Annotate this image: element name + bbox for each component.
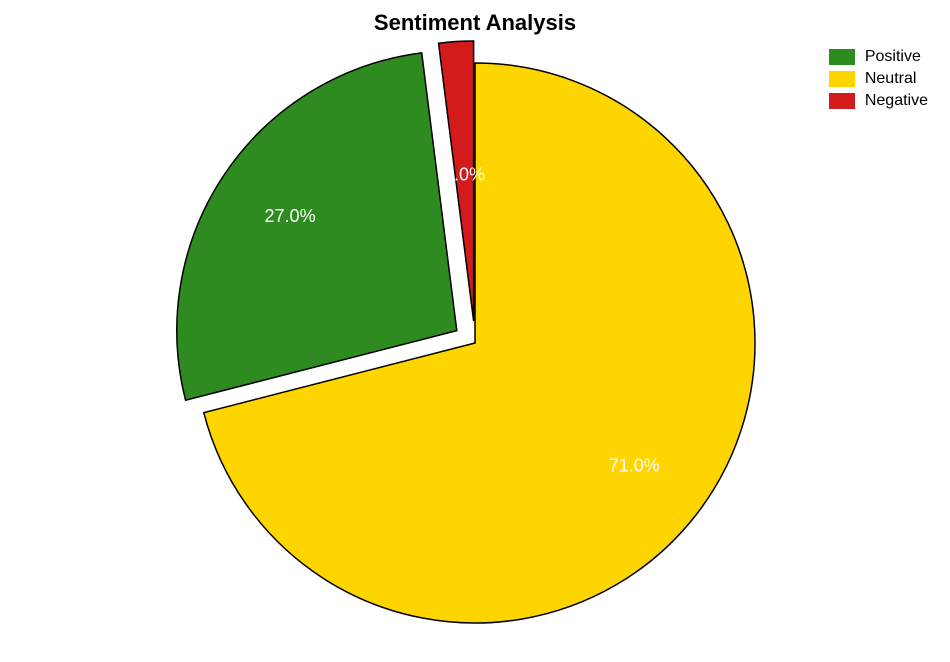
legend-label: Negative [865,92,928,110]
legend-label: Neutral [865,70,917,88]
legend-item-neutral: Neutral [829,70,928,88]
legend-item-positive: Positive [829,48,928,66]
legend-label: Positive [865,48,921,66]
pie-label-negative: 2.0% [444,164,485,184]
legend-swatch [829,49,855,65]
legend-swatch [829,93,855,109]
legend-swatch [829,71,855,87]
legend: Positive Neutral Negative [829,48,928,114]
pie-slice-positive [177,53,457,400]
legend-item-negative: Negative [829,92,928,110]
pie-label-positive: 27.0% [265,206,316,226]
pie-chart: 71.0% 27.0% 2.0% [0,0,950,662]
pie-label-neutral: 71.0% [609,455,660,475]
